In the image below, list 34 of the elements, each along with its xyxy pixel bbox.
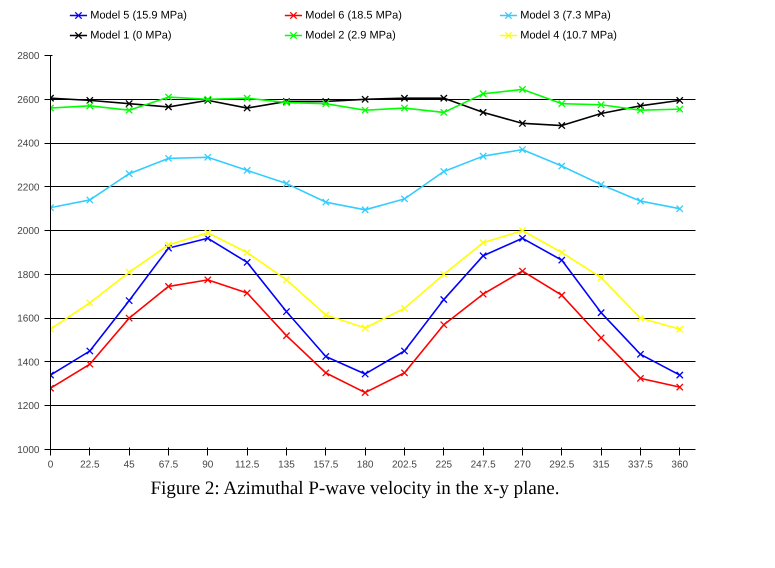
y-tick-label: 2600 — [17, 94, 40, 106]
legend-label: Model 4 (10.7 MPa) — [520, 30, 617, 42]
legend-label: Model 2 (2.9 MPa) — [305, 30, 396, 42]
y-tick-label: 2000 — [17, 226, 40, 238]
x-tick-label: 112.5 — [235, 460, 260, 470]
x-tick-label: 22.5 — [80, 460, 100, 470]
x-tick-label: 157.5 — [313, 460, 339, 470]
x-tick-label: 67.5 — [158, 460, 179, 470]
x-tick-label: 0 — [48, 460, 54, 470]
y-tick-label: 2200 — [17, 182, 40, 194]
y-tick-label: 1400 — [17, 357, 40, 368]
y-tick-label: 1800 — [17, 270, 40, 281]
x-tick-label: 270 — [514, 460, 532, 470]
legend-label: Model 6 (18.5 MPa) — [305, 10, 402, 22]
x-tick-label: 360 — [671, 460, 689, 470]
caption: Figure 2: Azimuthal P-wave velocity in the x-y plane. — [150, 477, 560, 501]
y-tick-label: 1200 — [17, 401, 40, 412]
legend-label: Model 1 (0 MPa) — [90, 30, 172, 42]
y-tick-label: 1000 — [17, 445, 40, 456]
legend-label: Model 3 (7.3 MPa) — [520, 10, 611, 22]
x-tick-label: 292.5 — [549, 460, 575, 470]
x-tick-label: 45 — [124, 460, 136, 470]
y-tick-label: 2800 — [17, 51, 40, 62]
x-tick-label: 315 — [592, 460, 610, 470]
x-tick-label: 247.5 — [470, 460, 496, 470]
x-tick-label: 337.5 — [628, 460, 654, 470]
y-tick-label: 2400 — [17, 138, 40, 150]
legend-label: Model 5 (15.9 MPa) — [90, 10, 187, 22]
x-tick-label: 202.5 — [392, 460, 418, 470]
x-tick-label: 180 — [356, 460, 374, 470]
x-tick-label: 90 — [202, 460, 214, 470]
x-tick-label: 135 — [278, 460, 296, 470]
y-tick-label: 1600 — [17, 314, 40, 325]
x-tick-label: 225 — [435, 460, 453, 470]
